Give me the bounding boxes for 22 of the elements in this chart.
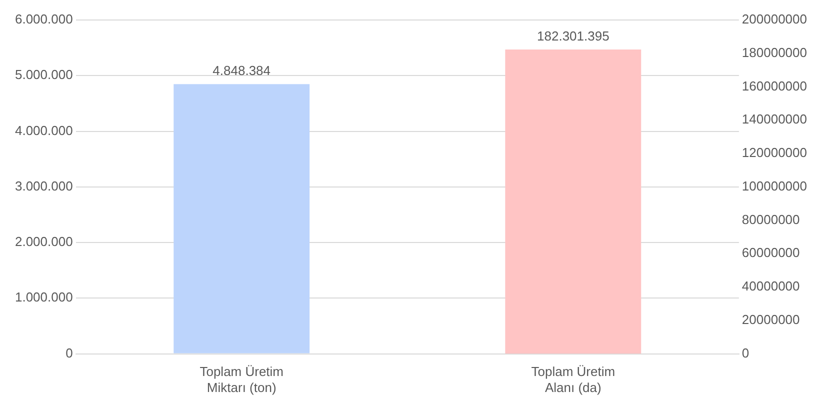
y-tick-label: 0 — [66, 345, 73, 360]
y2-tick-label: 140000000 — [742, 112, 808, 127]
y2-tick-label: 180000000 — [742, 44, 808, 60]
y2-tick-label: 40000000 — [742, 278, 800, 294]
data-label: 4.848.384 — [212, 63, 271, 78]
data-label: 182.301.395 — [537, 28, 610, 44]
y-tick-label: 4.000.000 — [14, 122, 73, 138]
y-tick-label: 1.000.000 — [14, 290, 73, 305]
y2-tick-label: 160000000 — [742, 78, 808, 94]
y2-tick-label: 20000000 — [742, 312, 800, 327]
x-tick-label: Toplam Üretim Alanı (da) — [531, 364, 616, 395]
y2-tick-label: 0 — [742, 345, 750, 360]
y2-tick-label: 200000000 — [742, 12, 808, 27]
y2-tick-label: 120000000 — [742, 145, 808, 160]
y-tick-label: 3.000.000 — [14, 178, 73, 194]
y2-tick-label: 80000000 — [742, 212, 800, 227]
x-tick-label: Toplam Üretim Miktarı (ton) — [200, 364, 284, 395]
y2-tick-label: 60000000 — [742, 245, 800, 260]
y2-tick-label: 100000000 — [742, 178, 808, 194]
y-tick-label: 6.000.000 — [14, 12, 73, 27]
y-tick-label: 2.000.000 — [14, 234, 73, 250]
y-tick-label: 5.000.000 — [14, 67, 73, 82]
